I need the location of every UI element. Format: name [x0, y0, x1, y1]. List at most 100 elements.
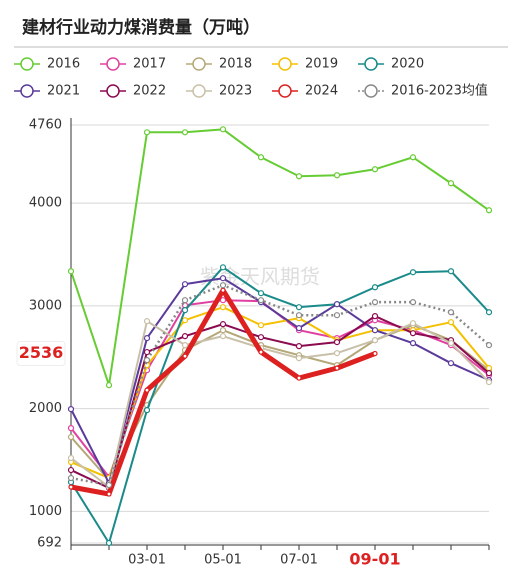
legend-label: 2024	[305, 84, 338, 99]
data-point	[257, 322, 265, 329]
data-point	[219, 321, 227, 328]
y-tick-label: 3000	[29, 298, 62, 313]
data-point	[181, 297, 189, 304]
data-point	[485, 309, 493, 316]
data-point	[67, 433, 75, 441]
current-value-label: 2536	[19, 343, 64, 362]
data-point	[485, 207, 493, 214]
legend-symbol	[20, 57, 34, 71]
data-point	[219, 264, 227, 271]
data-point	[219, 126, 227, 133]
data-point	[447, 319, 455, 326]
data-point	[371, 337, 379, 344]
data-point	[67, 406, 75, 413]
data-point	[295, 325, 303, 332]
chart-title: 建材行业动力煤消费量（万吨）	[22, 17, 260, 38]
data-point	[371, 327, 379, 334]
data-point	[105, 382, 113, 389]
legend-symbol	[364, 84, 378, 98]
data-point	[371, 313, 379, 320]
data-point	[220, 287, 226, 293]
data-point	[371, 299, 379, 306]
data-point	[258, 349, 264, 355]
data-point	[219, 297, 227, 304]
legend-label: 2023	[219, 84, 252, 99]
data-point	[409, 269, 417, 276]
x-tick-label: 03-01	[128, 553, 166, 568]
current-value-box	[16, 341, 66, 367]
legend-symbol	[106, 84, 120, 98]
data-point	[181, 307, 189, 314]
data-point	[143, 356, 151, 364]
data-point	[67, 466, 75, 474]
data-point	[143, 318, 151, 325]
x-tick-label: 09-01	[349, 550, 400, 569]
data-point	[333, 350, 341, 357]
data-point	[105, 481, 113, 489]
data-point	[67, 454, 75, 462]
data-point	[295, 343, 303, 350]
data-point	[143, 129, 151, 136]
data-point	[106, 491, 112, 497]
data-point	[447, 340, 455, 347]
legend-symbol	[192, 57, 206, 71]
series-line	[70, 283, 490, 487]
data-point	[219, 304, 227, 311]
data-point	[143, 335, 151, 342]
series-line	[70, 324, 490, 482]
legend-label: 2020	[391, 57, 424, 72]
data-point	[67, 474, 75, 482]
data-point	[447, 309, 455, 316]
legend-symbol	[278, 84, 292, 98]
data-point	[257, 297, 265, 304]
data-point	[409, 320, 417, 327]
data-point	[257, 290, 265, 297]
y-tick-label: 4760	[29, 118, 62, 133]
y-tick-label: 1000	[29, 504, 62, 519]
data-point	[447, 180, 455, 187]
data-point	[181, 317, 189, 324]
legend-label: 2018	[219, 57, 252, 72]
data-point	[409, 340, 417, 347]
legend-symbol	[192, 84, 206, 98]
data-point	[333, 312, 341, 319]
legend-symbol	[20, 84, 34, 98]
data-point	[295, 312, 303, 319]
data-point	[219, 333, 227, 340]
y-tick-label: 2000	[29, 401, 62, 416]
x-tick-label: 05-01	[204, 553, 242, 568]
legend-label: 2022	[133, 84, 166, 99]
x-tick-label: 07-01	[280, 553, 318, 568]
data-point	[257, 334, 265, 341]
series-line	[70, 128, 490, 387]
data-point	[181, 281, 189, 288]
data-point	[181, 341, 189, 349]
series-line	[70, 306, 490, 480]
data-point	[372, 350, 378, 357]
legend-symbol	[278, 57, 292, 71]
data-point	[143, 348, 151, 356]
data-point	[143, 407, 151, 414]
data-point	[485, 365, 493, 372]
legend-label: 2021	[47, 84, 80, 99]
data-point	[144, 387, 150, 393]
data-point	[296, 375, 302, 381]
data-point	[447, 360, 455, 367]
data-point	[409, 299, 417, 306]
series-line	[70, 315, 490, 490]
legend-symbol	[364, 57, 378, 71]
data-point	[68, 484, 74, 490]
data-point	[371, 284, 379, 291]
data-point	[219, 275, 227, 282]
data-point	[181, 129, 189, 136]
data-point	[447, 268, 455, 275]
data-point	[485, 370, 493, 377]
data-point	[333, 172, 341, 179]
data-point	[67, 268, 75, 275]
legend-symbol	[106, 57, 120, 71]
data-point	[295, 304, 303, 311]
series-line	[70, 266, 490, 544]
data-point	[105, 539, 113, 547]
legend-label: 2016	[47, 57, 80, 72]
